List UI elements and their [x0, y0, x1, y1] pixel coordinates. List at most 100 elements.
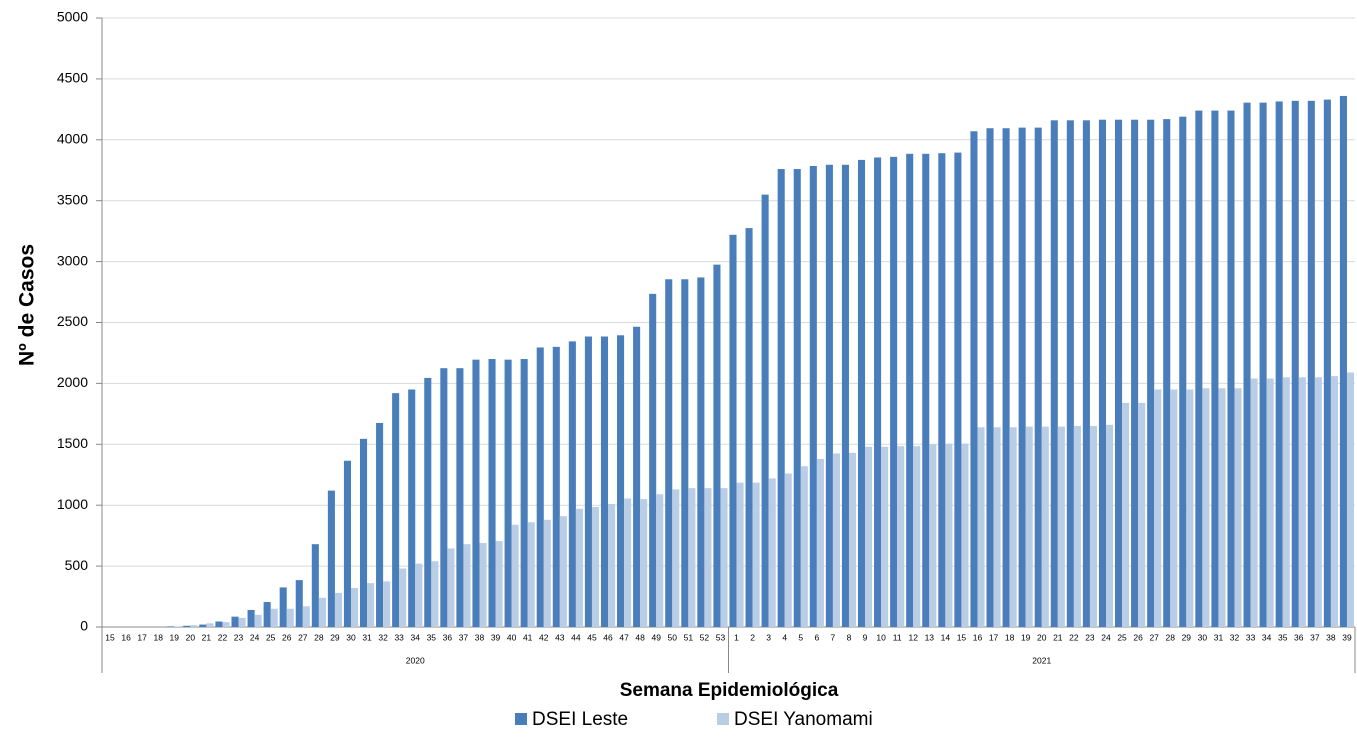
x-tick-label: 21	[202, 632, 212, 642]
bar	[527, 522, 535, 627]
x-tick-label: 30	[346, 632, 356, 642]
bar	[1122, 402, 1130, 627]
bar	[584, 336, 592, 627]
bar	[1266, 378, 1274, 627]
bar	[199, 624, 207, 627]
x-axis-label: Semana Epidemiológica	[620, 680, 839, 701]
bar	[961, 443, 969, 627]
bar	[720, 488, 728, 627]
x-tick-label: 1	[734, 632, 739, 642]
bar	[913, 446, 921, 627]
x-tick-label: 39	[1342, 632, 1352, 642]
bar	[263, 602, 271, 627]
bar	[704, 488, 712, 627]
bar	[1291, 100, 1299, 628]
y-axis-label: Nº de Casos	[16, 244, 39, 366]
bar	[447, 548, 455, 627]
legend-swatch	[515, 713, 527, 725]
bar	[440, 368, 448, 627]
bar	[1202, 388, 1210, 627]
bar	[1009, 427, 1017, 627]
bar	[848, 452, 857, 627]
bar	[1195, 110, 1203, 628]
x-tick-label: 26	[282, 632, 292, 642]
bar	[591, 507, 600, 627]
x-group-label: 2021	[1032, 655, 1051, 665]
bar	[568, 341, 576, 627]
x-tick-label: 25	[1117, 632, 1127, 642]
x-tick-label: 26	[1133, 632, 1143, 642]
bar	[1066, 120, 1074, 627]
bar	[167, 626, 175, 627]
x-tick-label: 29	[330, 632, 340, 642]
bar	[431, 561, 439, 627]
bar	[318, 597, 326, 627]
bar	[608, 503, 616, 627]
x-tick-label: 19	[170, 632, 180, 642]
bar	[327, 490, 335, 627]
bar	[688, 488, 696, 627]
bar	[238, 617, 246, 627]
y-tick-label: 0	[80, 618, 88, 634]
bar	[215, 621, 223, 627]
bar	[617, 335, 625, 627]
x-tick-label: 37	[1310, 632, 1320, 642]
bar	[825, 164, 833, 628]
bar	[174, 626, 182, 627]
bar	[222, 622, 230, 627]
bar	[890, 156, 898, 628]
bar	[302, 606, 310, 627]
bar	[1082, 120, 1090, 627]
x-tick-label: 53	[716, 632, 726, 642]
x-tick-label: 30	[1198, 632, 1208, 642]
x-tick-label: 18	[153, 632, 163, 642]
x-tick-label: 2	[750, 632, 755, 642]
bar	[552, 346, 560, 627]
bar	[1259, 102, 1267, 627]
bar	[1025, 426, 1033, 627]
bar	[745, 228, 753, 628]
bar	[922, 153, 930, 627]
bar	[190, 625, 198, 627]
bar	[1106, 424, 1114, 627]
bar	[1131, 119, 1139, 627]
x-tick-label: 25	[266, 632, 276, 642]
bar	[1147, 119, 1155, 627]
bar	[752, 482, 760, 627]
x-tick-label: 31	[362, 632, 372, 642]
x-tick-label: 44	[571, 632, 581, 642]
x-tick-label: 28	[314, 632, 324, 642]
bar	[488, 359, 496, 627]
x-tick-label: 14	[941, 632, 951, 642]
x-tick-label: 31	[1214, 632, 1224, 642]
x-tick-label: 38	[475, 632, 485, 642]
bar	[359, 438, 368, 627]
x-tick-label: 24	[1101, 632, 1111, 642]
bar	[504, 359, 512, 627]
bar	[479, 542, 487, 627]
x-tick-label: 21	[1053, 632, 1063, 642]
bar	[254, 614, 262, 627]
x-tick-label: 49	[651, 632, 661, 642]
bar	[1275, 101, 1283, 628]
x-tick-label: 3	[766, 632, 771, 642]
x-tick-label: 10	[876, 632, 886, 642]
bar	[793, 169, 801, 628]
y-tick-label: 2000	[57, 374, 88, 390]
bar	[1163, 119, 1171, 628]
bar	[376, 422, 384, 627]
x-tick-label: 35	[427, 632, 437, 642]
x-tick-label: 16	[121, 632, 131, 642]
bar	[624, 498, 632, 627]
x-tick-label: 29	[1182, 632, 1192, 642]
x-tick-label: 43	[555, 632, 565, 642]
x-tick-label: 47	[619, 632, 629, 642]
bar	[713, 264, 721, 627]
bar	[906, 153, 914, 627]
x-tick-label: 18	[1005, 632, 1015, 642]
x-tick-label: 50	[668, 632, 678, 642]
bar	[415, 563, 423, 627]
x-tick-label: 36	[443, 632, 453, 642]
x-tick-label: 24	[250, 632, 260, 642]
bar	[206, 623, 214, 627]
